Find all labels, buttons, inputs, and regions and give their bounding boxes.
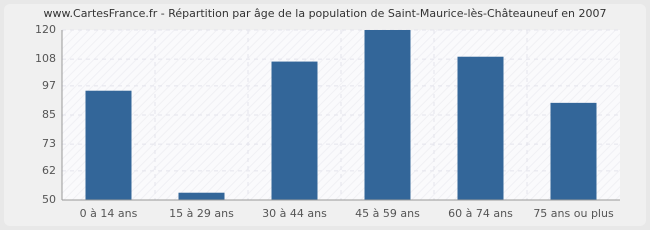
chart: www.CartesFrance.fr - Répartition par âg…: [0, 0, 650, 230]
y-tick-label: 50: [42, 193, 56, 206]
y-tick-label: 62: [42, 164, 56, 177]
bar: [271, 61, 318, 201]
bar: [550, 102, 597, 200]
chart-title: www.CartesFrance.fr - Répartition par âg…: [44, 7, 607, 20]
x-tick-label: 45 à 59 ans: [355, 207, 420, 220]
x-tick-label: 30 à 44 ans: [262, 207, 327, 220]
bar: [457, 56, 504, 200]
x-tick-label: 75 ans ou plus: [533, 207, 614, 220]
x-tick-label: 15 à 29 ans: [169, 207, 234, 220]
bar: [364, 30, 411, 200]
x-tick-label: 60 à 74 ans: [448, 207, 513, 220]
x-tick-label: 0 à 14 ans: [80, 207, 138, 220]
y-tick-label: 85: [42, 108, 56, 121]
bar: [85, 90, 132, 200]
y-tick-label: 120: [35, 23, 56, 36]
bar: [178, 192, 225, 200]
y-tick-label: 97: [42, 79, 56, 92]
y-tick-label: 73: [42, 137, 56, 150]
y-tick-label: 108: [35, 52, 56, 65]
